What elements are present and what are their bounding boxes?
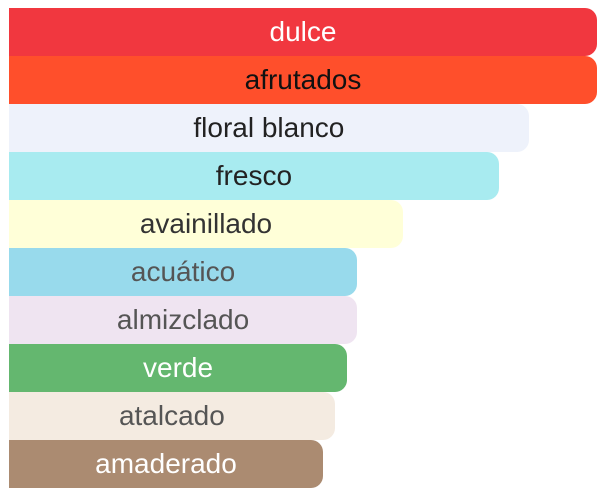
bar: amaderado: [9, 440, 323, 488]
bar-label: verde: [143, 352, 214, 383]
bar-label: amaderado: [95, 448, 237, 479]
bar-label: dulce: [269, 16, 337, 47]
bar-label: afrutados: [244, 64, 362, 95]
bar: dulce: [9, 8, 597, 56]
bar: acuático: [9, 248, 358, 296]
bar: floral blanco: [9, 104, 529, 152]
bar-label: fresco: [215, 160, 293, 191]
bar-label: acuático: [130, 256, 236, 287]
bar: avainillado: [9, 200, 403, 248]
bar-label: avainillado: [139, 208, 273, 239]
bar: afrutados: [9, 56, 597, 104]
bar: almizclado: [9, 296, 358, 344]
bar: atalcado: [9, 392, 335, 440]
bar: fresco: [9, 152, 499, 200]
bar-label: atalcado: [118, 400, 225, 431]
bar: verde: [9, 344, 348, 392]
bar-label: floral blanco: [193, 112, 345, 143]
bar-label: almizclado: [116, 304, 250, 335]
